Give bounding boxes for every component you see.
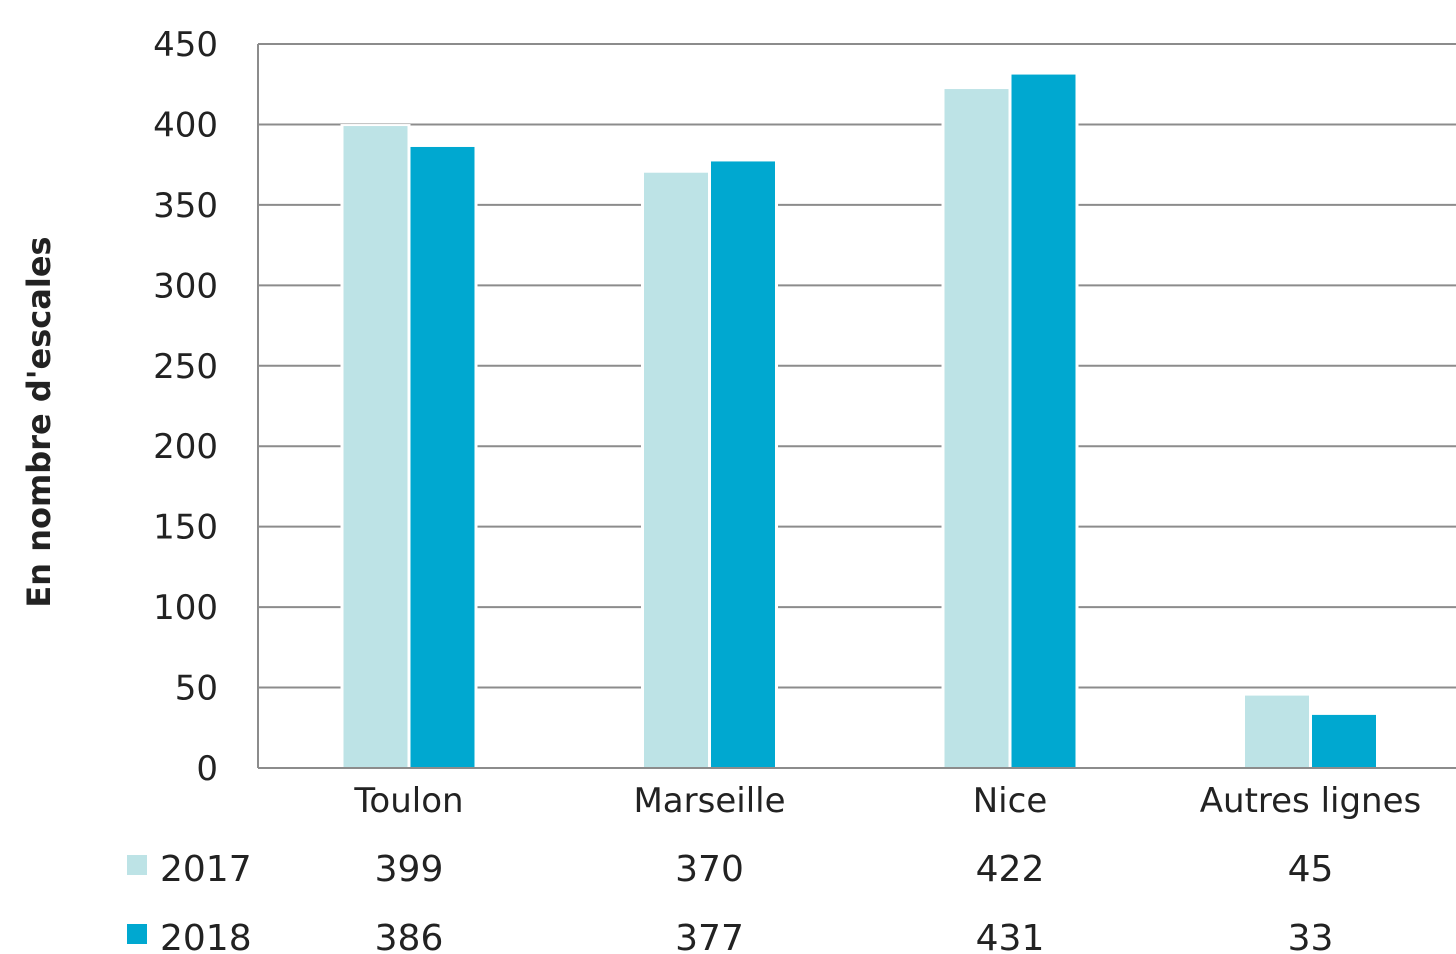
y-tick-label: 350 (153, 186, 218, 226)
table-value: 431 (976, 918, 1045, 954)
table-value: 386 (375, 918, 444, 954)
y-tick-label: 300 (153, 266, 218, 306)
y-tick-label: 50 (175, 669, 218, 709)
y-tick-label: 100 (153, 588, 218, 628)
y-axis-ticks: 0 50 100 150 200 250 300 350 400 450 (153, 25, 218, 789)
bar-2017-autres-lignes (1245, 695, 1309, 767)
legend-label-2018: 2018 (160, 918, 252, 954)
legend-label-2017: 2017 (160, 849, 252, 890)
y-tick-label: 200 (153, 427, 218, 467)
x-axis-categories: Toulon Marseille Nice Autres lignes (353, 781, 1421, 821)
bar-2018-marseille (711, 161, 775, 768)
bars (340, 45, 1380, 768)
bar-group-area (1241, 45, 1380, 767)
y-tick-label: 150 (153, 508, 218, 548)
table-value: 33 (1288, 918, 1334, 954)
table-value: 370 (675, 849, 744, 890)
table-value: 399 (375, 849, 444, 890)
table-value: 45 (1288, 849, 1334, 890)
data-table: 399 386 370 377 422 431 45 33 2017 2018 (127, 849, 1333, 954)
x-category-label: Nice (973, 781, 1048, 821)
bar-2017-nice (944, 89, 1009, 767)
legend-swatch-2018 (127, 924, 147, 944)
bar-2018-nice (1011, 74, 1076, 767)
y-tick-label: 250 (153, 347, 218, 387)
y-axis-label: En nombre d'escales (20, 236, 58, 607)
bar-2017-toulon (343, 126, 408, 767)
x-category-label: Marseille (633, 781, 785, 821)
bar-2018-autres-lignes (1312, 714, 1376, 767)
table-value: 422 (976, 849, 1045, 890)
y-tick-label: 400 (153, 105, 218, 145)
bar-2018-toulon (410, 146, 475, 768)
y-tick-label: 450 (153, 25, 218, 65)
x-category-label: Toulon (353, 781, 463, 821)
legend-swatch-2017 (127, 855, 147, 875)
y-tick-label: 0 (196, 749, 218, 789)
table-value: 377 (675, 918, 744, 954)
bar-2017-marseille (644, 172, 708, 767)
x-category-label: Autres lignes (1200, 781, 1421, 821)
